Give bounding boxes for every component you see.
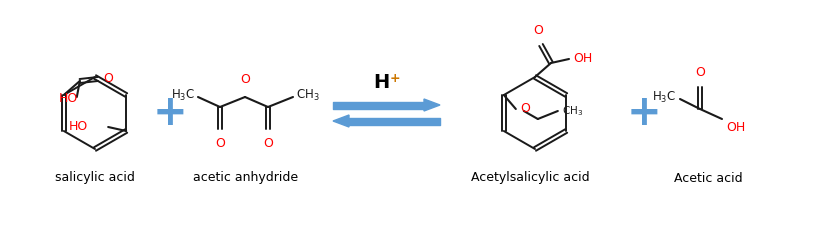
Text: salicylic acid: salicylic acid: [55, 171, 135, 184]
Text: O: O: [263, 137, 273, 150]
Text: OH: OH: [573, 52, 592, 65]
Text: H$_3$C: H$_3$C: [171, 88, 195, 103]
Text: CH$_3$: CH$_3$: [561, 104, 583, 118]
Text: +: +: [626, 92, 661, 134]
Text: acetic anhydride: acetic anhydride: [193, 171, 298, 184]
Text: +: +: [389, 72, 400, 86]
Text: O: O: [533, 24, 543, 37]
Text: O: O: [102, 72, 112, 85]
Text: O: O: [520, 103, 530, 115]
Polygon shape: [333, 115, 349, 127]
Text: H$_3$C: H$_3$C: [652, 90, 676, 105]
Text: O: O: [240, 73, 250, 86]
Text: H: H: [373, 74, 390, 92]
Text: Acetic acid: Acetic acid: [674, 171, 742, 184]
Text: O: O: [695, 66, 705, 79]
Polygon shape: [424, 99, 440, 111]
Text: CH$_3$: CH$_3$: [296, 88, 320, 103]
Text: +: +: [152, 92, 187, 134]
Text: O: O: [215, 137, 225, 150]
Text: OH: OH: [726, 121, 746, 134]
Text: Acetylsalicylic acid: Acetylsalicylic acid: [471, 171, 589, 184]
Text: HO: HO: [59, 92, 78, 106]
Text: HO: HO: [69, 121, 88, 133]
